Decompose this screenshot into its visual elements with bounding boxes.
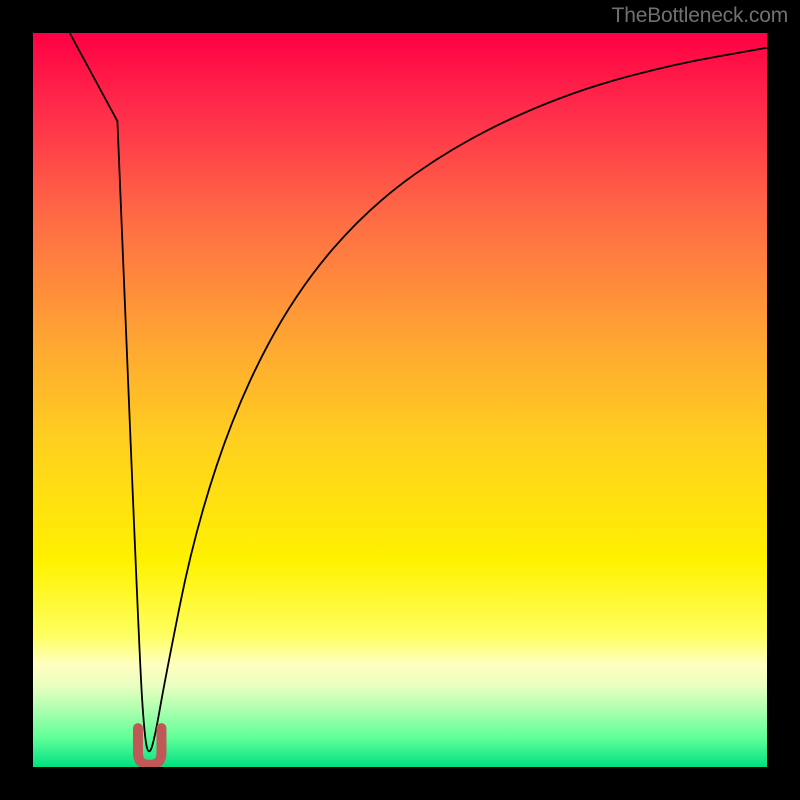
chart-background xyxy=(33,33,767,767)
watermark-text: TheBottleneck.com xyxy=(612,4,788,28)
chart-plot-area xyxy=(33,33,767,767)
chart-svg xyxy=(33,33,767,767)
